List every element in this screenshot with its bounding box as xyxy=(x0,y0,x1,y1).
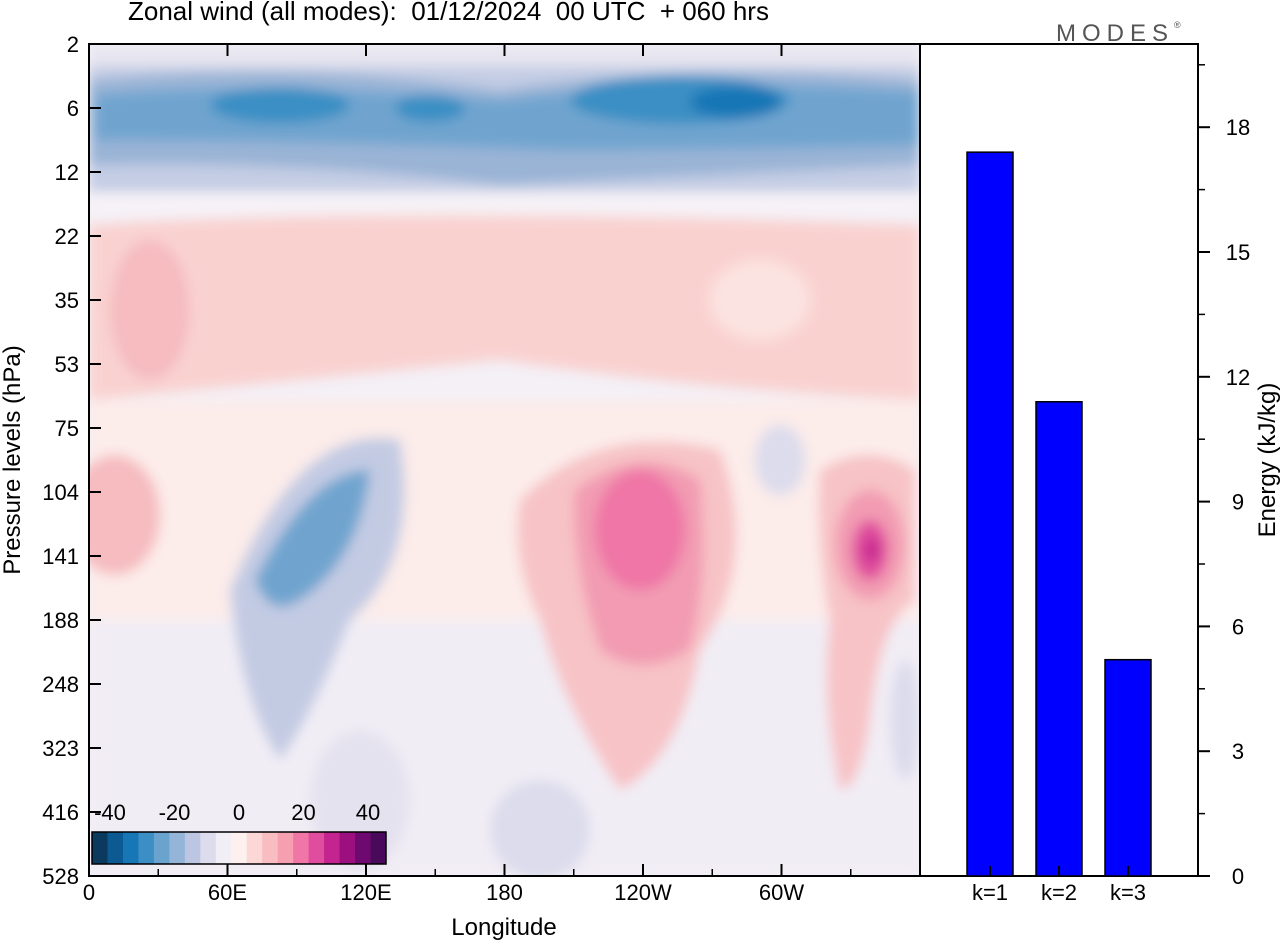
bar-y-axis: 0 3 6 9 12 15 18 xyxy=(1198,64,1250,889)
heatmap-y-axis: 2 6 12 22 35 53 75 104 141 188 248 323 416 528 xyxy=(42,32,101,889)
heatmap-region-westerly-layer xyxy=(89,215,920,400)
bar-y-tick-label: 18 xyxy=(1226,115,1250,140)
heatmap-region-easterly-core-2 xyxy=(395,94,465,122)
colorbar-swatch xyxy=(355,832,372,864)
y-tick-label: 188 xyxy=(42,608,79,633)
y-tick-label: 6 xyxy=(67,96,79,121)
colorbar xyxy=(91,831,387,865)
colorbar-swatch xyxy=(200,832,217,864)
colorbar-label: 20 xyxy=(291,800,315,825)
colorbar-swatch xyxy=(339,832,356,864)
bar-y-tick-label: 9 xyxy=(1232,490,1244,515)
x-tick-label: 180 xyxy=(486,880,523,905)
colorbar-label: 0 xyxy=(233,800,245,825)
colorbar-swatch xyxy=(370,832,387,864)
bar-y-axis-label: Energy (kJ/kg) xyxy=(1254,383,1280,538)
logo-text: MODES xyxy=(1056,20,1175,47)
y-tick-label: 248 xyxy=(42,672,79,697)
bar-x-axis: k=1 k=2 k=3 xyxy=(972,866,1146,905)
y-tick-label: 22 xyxy=(55,224,79,249)
x-tick-label: 60W xyxy=(759,880,804,905)
bar-y-tick-label: 15 xyxy=(1226,240,1250,265)
bar xyxy=(966,151,1014,877)
colorbar-swatch xyxy=(324,832,341,864)
x-tick-label: 120E xyxy=(340,880,391,905)
heatmap-region-lower-easterly-4 xyxy=(890,660,920,780)
colorbar-label: -20 xyxy=(159,800,191,825)
colorbar-swatch xyxy=(122,832,139,864)
bar-category-label: k=1 xyxy=(972,880,1008,905)
chart-title: Zonal wind (all modes): 01/12/2024 00 UT… xyxy=(128,0,769,26)
bar-series xyxy=(966,151,1152,877)
y-axis-label: Pressure levels (hPa) xyxy=(0,345,26,574)
heatmap-region-easterly-core-4 xyxy=(690,86,780,118)
heatmap-region-jet-30w-max xyxy=(865,538,879,562)
colorbar-swatch xyxy=(138,832,155,864)
heatmap-region-gap xyxy=(89,192,920,214)
modes-logo: MODES® xyxy=(1056,20,1181,48)
colorbar-swatch xyxy=(153,832,170,864)
bar-category-label: k=3 xyxy=(1110,880,1146,905)
heatmap-plot-area xyxy=(89,44,920,876)
bar-y-tick-label: 3 xyxy=(1232,739,1244,764)
y-tick-label: 323 xyxy=(42,736,79,761)
x-axis-label: Longitude xyxy=(451,914,556,941)
bar-y-tick-label: 0 xyxy=(1232,864,1244,889)
y-tick-label: 75 xyxy=(55,416,79,441)
colorbar-swatch xyxy=(246,832,263,864)
heatmap-field xyxy=(89,44,920,876)
bar xyxy=(1035,401,1083,877)
colorbar-swatch xyxy=(262,832,279,864)
y-tick-label: 416 xyxy=(42,800,79,825)
bar xyxy=(1104,658,1152,877)
heatmap-region-lower-easterly-1 xyxy=(755,425,805,495)
colorbar-frame xyxy=(91,831,387,865)
colorbar-swatch xyxy=(107,832,124,864)
y-tick-label: 35 xyxy=(55,288,79,313)
heatmap-region-westerly-core-2 xyxy=(710,260,810,340)
bar-y-tick-label: 6 xyxy=(1232,614,1244,639)
y-tick-label: 53 xyxy=(55,352,79,377)
heatmap-region-jet-west-edge xyxy=(89,455,160,575)
colorbar-swatch xyxy=(169,832,186,864)
y-tick-label: 141 xyxy=(42,544,79,569)
colorbar-swatch xyxy=(293,832,310,864)
y-tick-label: 104 xyxy=(42,480,79,505)
colorbar-swatch xyxy=(308,832,325,864)
colorbar-swatch xyxy=(92,832,108,864)
heatmap-region-easterly-core-1 xyxy=(210,87,350,123)
heatmap-region-easterly-core-90e xyxy=(230,437,405,760)
x-tick-label: 120W xyxy=(614,880,672,905)
heatmap-region-easterly-core-90e-inner xyxy=(255,470,370,607)
y-tick-label: 2 xyxy=(67,32,79,57)
colorbar-labels: -40 -20 0 20 40 xyxy=(94,800,380,825)
heatmap-region-lower-easterly-2 xyxy=(490,780,590,876)
x-tick-label: 60E xyxy=(208,880,247,905)
logo-registered-mark: ® xyxy=(1174,20,1181,30)
bar-y-tick-label: 12 xyxy=(1226,365,1250,390)
colorbar-swatch xyxy=(184,832,201,864)
bar-category-label: k=2 xyxy=(1041,880,1077,905)
heatmap-x-axis: 0 60E 120E 180 120W 60W xyxy=(83,44,852,905)
heatmap-region-jet-120w-core xyxy=(595,470,685,590)
y-tick-label: 12 xyxy=(55,160,79,185)
colorbar-label: 40 xyxy=(356,800,380,825)
x-tick-label: 0 xyxy=(83,880,95,905)
colorbar-swatch xyxy=(277,832,294,864)
colorbar-swatch xyxy=(215,832,232,864)
colorbar-swatch xyxy=(231,832,248,864)
y-tick-label: 528 xyxy=(42,864,79,889)
heatmap-region-westerly-core-1 xyxy=(110,240,190,380)
